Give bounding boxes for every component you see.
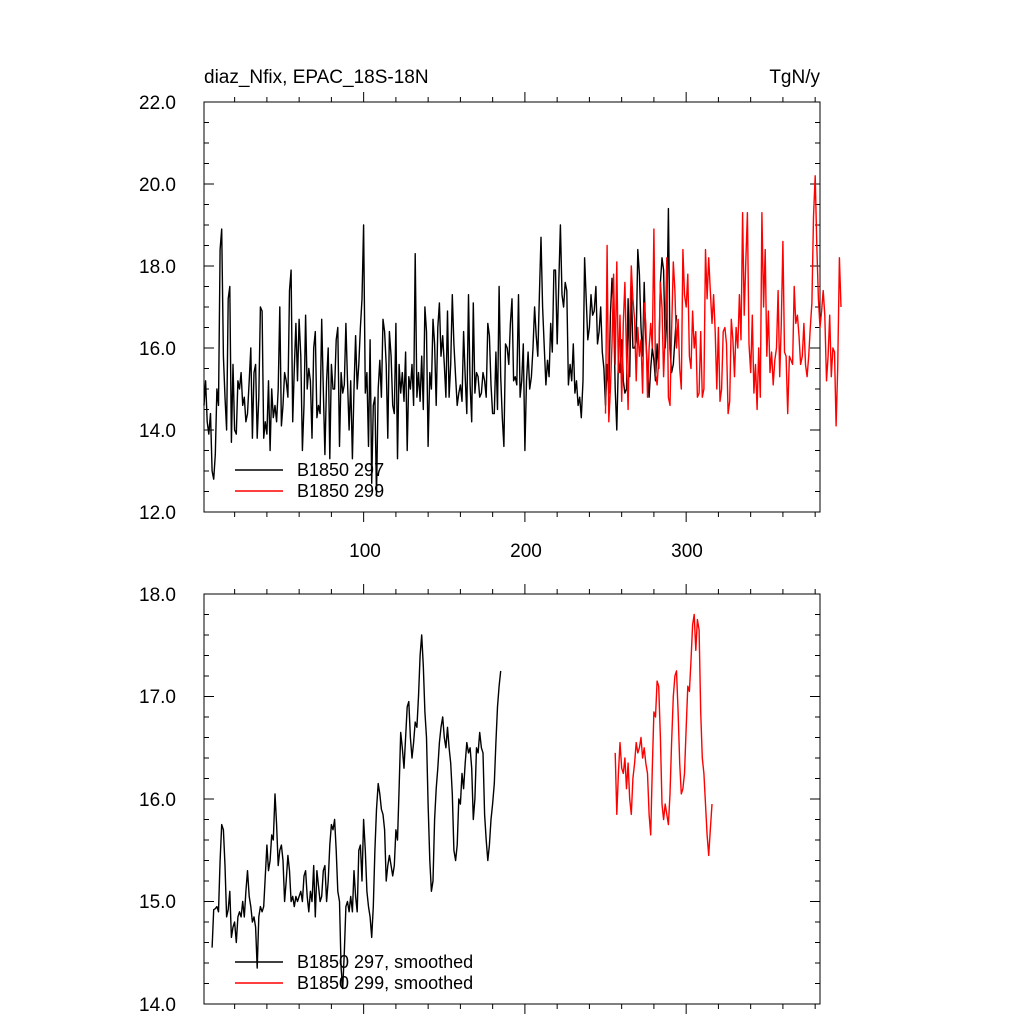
legend-label-b1850-297: B1850 297 — [297, 460, 384, 480]
top-panel: diaz_Nfix, EPAC_18S-18N TgN/y 12.0 14.0 … — [139, 67, 842, 562]
bottom-series-lines — [211, 613, 713, 990]
series-line-b1850-297 — [203, 207, 678, 497]
top-y-axis-labels: 12.0 14.0 16.0 18.0 20.0 22.0 — [139, 93, 176, 524]
top-y-label-16: 16.0 — [139, 339, 176, 360]
top-y-label-14: 14.0 — [139, 421, 176, 442]
bottom-y-axis-labels: 14.0 15.0 16.0 17.0 18.0 — [139, 585, 176, 1016]
top-chart-title: diaz_Nfix, EPAC_18S-18N — [204, 67, 429, 88]
series-line-b1850-299-smoothed — [614, 613, 713, 857]
top-legend: B1850 297 B1850 299 — [235, 460, 384, 501]
top-x-label-100: 100 — [349, 541, 381, 562]
top-y-label-20: 20.0 — [139, 175, 176, 196]
bottom-y-label-17: 17.0 — [139, 687, 176, 708]
bottom-y-label-16: 16.0 — [139, 790, 176, 811]
bottom-legend: B1850 297, smoothed B1850 299, smoothed — [235, 952, 473, 993]
top-chart-units: TgN/y — [769, 67, 820, 88]
top-y-label-22: 22.0 — [139, 93, 176, 114]
legend-label-b1850-299: B1850 299 — [297, 481, 384, 501]
top-y-label-18: 18.0 — [139, 257, 176, 278]
bottom-panel: 14.0 15.0 16.0 17.0 18.0 B1850 297, smoo… — [139, 584, 821, 1016]
top-x-label-200: 200 — [510, 541, 542, 562]
top-x-axis-labels: 100 200 300 — [349, 541, 703, 562]
top-y-label-12: 12.0 — [139, 503, 176, 524]
bottom-plot-frame — [203, 593, 821, 1005]
top-x-label-300: 300 — [671, 541, 703, 562]
bottom-y-label-18: 18.0 — [139, 585, 176, 606]
series-line-b1850-297-smoothed — [211, 634, 502, 990]
series-line-b1850-299 — [604, 175, 842, 427]
bottom-y-label-14: 14.0 — [139, 995, 176, 1016]
top-series-lines — [203, 175, 842, 497]
legend-label-b1850-297-smoothed: B1850 297, smoothed — [297, 952, 473, 972]
bottom-axis-ticks — [204, 584, 820, 1014]
legend-label-b1850-299-smoothed: B1850 299, smoothed — [297, 973, 473, 993]
bottom-y-label-15: 15.0 — [139, 892, 176, 913]
